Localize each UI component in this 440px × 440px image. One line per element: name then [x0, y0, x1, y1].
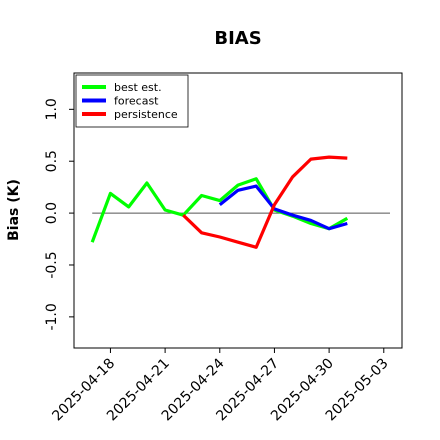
- y-tick-label: -1.0: [44, 303, 60, 330]
- series-group: [90, 155, 349, 249]
- plot-area-frame: [73, 72, 403, 349]
- y-tick-label: 1.0: [44, 98, 60, 120]
- chart-title: BIAS: [214, 28, 261, 49]
- series-line-forecast: [218, 184, 348, 231]
- series-line-best-est: [90, 177, 349, 243]
- legend-entry-label: persistence: [114, 108, 178, 121]
- series-line-persistence: [182, 155, 348, 249]
- y-axis-label: Bias (K): [6, 179, 22, 241]
- y-axis-ticks: -1.0 -0.5 0.0 0.5 1.0: [44, 98, 74, 331]
- y-tick-label: 0.5: [44, 150, 60, 172]
- x-axis-ticks: 2025-04-182025-04-212025-04-242025-04-27…: [49, 348, 392, 424]
- y-tick-label: 0.0: [44, 202, 60, 224]
- legend-entry-label: forecast: [114, 95, 159, 108]
- legend-entry-label: best est.: [114, 81, 162, 94]
- y-tick-label: -0.5: [44, 251, 60, 278]
